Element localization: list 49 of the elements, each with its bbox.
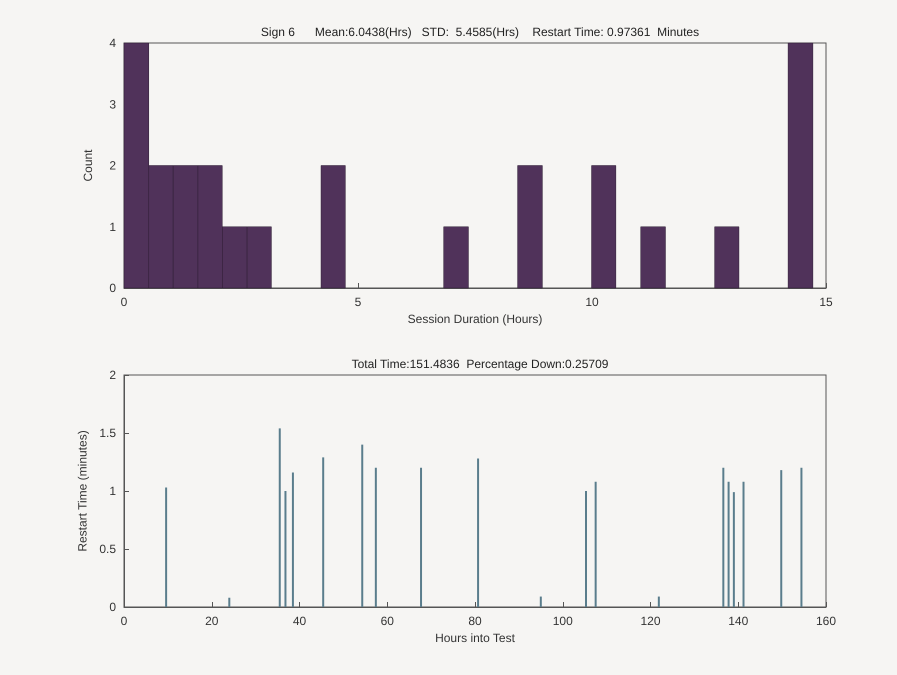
chart-title: Total Time:151.4836 Percentage Down:0.25709 xyxy=(352,357,609,371)
x-tick-label: 15 xyxy=(819,295,833,309)
bar xyxy=(728,482,730,607)
x-tick-label: 5 xyxy=(354,295,362,309)
bar xyxy=(228,598,230,607)
x-tick-label: 10 xyxy=(585,295,599,309)
x-tick-label: 40 xyxy=(292,614,306,628)
bar xyxy=(732,492,735,607)
y-axis-title: Restart Time (minutes) xyxy=(75,430,90,552)
bar xyxy=(658,596,660,607)
y-axis-title: Count xyxy=(81,148,95,182)
bar xyxy=(477,458,480,607)
y-tick-label: 1.5 xyxy=(99,426,116,440)
bar xyxy=(594,482,597,607)
x-tick-label: 0 xyxy=(120,295,128,309)
x-tick-label: 80 xyxy=(468,614,482,628)
y-tick-label: 0.5 xyxy=(99,542,116,556)
y-tick-label: 1 xyxy=(109,484,116,498)
bar xyxy=(322,457,324,607)
bar xyxy=(742,482,745,607)
x-axis-title: Hours into Test xyxy=(435,630,516,645)
x-tick-label: 60 xyxy=(380,614,394,628)
bar xyxy=(420,468,422,607)
x-tick-label: 140 xyxy=(728,614,749,628)
x-tick-label: 120 xyxy=(640,614,661,628)
x-tick-label: 0 xyxy=(120,614,128,628)
y-tick-label: 2 xyxy=(109,158,116,172)
y-tick-label: 0 xyxy=(109,281,116,295)
y-tick-label: 1 xyxy=(109,220,116,234)
y-tick-label: 4 xyxy=(109,36,116,50)
x-tick-label: 20 xyxy=(205,614,219,628)
bar xyxy=(361,444,364,607)
y-tick-label: 0 xyxy=(109,600,116,614)
bar xyxy=(292,472,294,607)
y-tick-label: 2 xyxy=(109,368,116,382)
bar xyxy=(284,491,286,607)
bar xyxy=(278,428,281,607)
x-tick-label: 160 xyxy=(816,614,836,628)
bar xyxy=(374,468,377,607)
x-tick-label: 100 xyxy=(552,614,574,628)
bar xyxy=(722,468,724,607)
bar xyxy=(165,488,168,607)
x-axis-title: Session Duration (Hours) xyxy=(408,312,542,326)
chart-title: Sign 6 Mean:6.0438(Hrs) STD: 5.4585(Hrs) Restart Time: 0.97361 Minutes xyxy=(260,25,700,39)
y-tick-label: 3 xyxy=(109,97,116,112)
bar xyxy=(800,468,802,607)
bar xyxy=(540,596,542,607)
bar xyxy=(585,491,588,607)
bar xyxy=(780,470,782,607)
